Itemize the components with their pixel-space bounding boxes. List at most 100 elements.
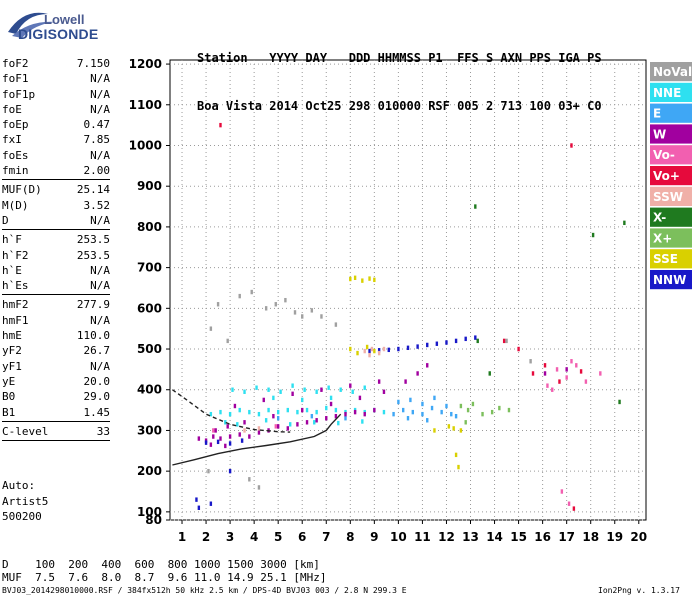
data-point [291,391,294,397]
x-ticks: 1 2 3 4 5 6 7 8 9 10 11 12 13 14 15 16 17 18 19 20 [178,520,647,544]
x-tick-label: 14 [486,530,503,544]
data-point [339,387,342,392]
data-point [464,336,467,342]
data-point [248,477,251,482]
plot-frame [169,59,647,521]
data-point [291,383,294,388]
data-point [289,422,292,427]
data-point [353,409,357,415]
data-point [579,369,583,374]
data-point [476,338,479,344]
series-W [197,363,568,449]
curve-profile [172,413,342,466]
x-tick-label: 6 [298,530,306,544]
data-point [575,363,578,368]
data-point [313,420,316,425]
legend: NoVal NNE EW Vo- Vo+ SSW X- X+ SSE NNW [650,62,692,290]
data-point [195,497,198,502]
data-point [507,407,511,413]
y-tick-label: 80 [145,513,162,527]
data-point [599,371,602,376]
logo-line1: Lowell [44,12,85,27]
data-point [570,359,573,364]
data-point [382,346,386,352]
data-point [320,314,323,319]
data-point [401,407,405,413]
data-point [267,387,270,392]
param-name: hmF2 [2,298,29,312]
data-point [272,413,275,419]
data-point [315,409,318,415]
data-point [433,395,436,401]
param-name: D [2,213,9,227]
footer-file-info: BVJ03_2014298010000.RSF / 384fx512h 50 k… [2,586,407,595]
x-tick-label: 8 [346,530,354,544]
legend-label: SSE [653,252,678,266]
y-tick-label: 1200 [129,57,162,71]
param-row: hmF1 N/A [2,313,110,328]
series-layer [195,122,626,511]
data-point [490,409,494,415]
data-point [454,338,458,344]
param-value: 20.0 [83,374,111,388]
param-value: 2.00 [83,164,111,178]
data-point [351,389,354,394]
data-point [474,204,477,209]
legend-swatch [650,103,692,123]
data-point [445,340,448,345]
data-point [454,413,458,419]
data-point [349,276,352,282]
param-row: MUF(D) 25.14 [2,182,110,197]
param-value: N/A [90,279,110,293]
data-point [365,344,369,350]
auto-line3: 500200 [2,510,42,523]
data-point [454,452,458,458]
param-row: foF1p N/A [2,87,110,102]
data-point [363,411,366,417]
x-tick-label: 13 [462,530,479,544]
data-point [212,428,215,433]
data-point [551,387,554,392]
param-value: N/A [90,102,110,116]
data-point [320,387,323,392]
data-point [303,387,306,392]
data-point [257,426,261,431]
grid [170,60,646,521]
digisonde-logo: Lowell DIGISONDE [4,6,154,42]
param-value: 110.0 [76,329,110,343]
auto-line1: Auto: [2,479,36,492]
data-point [370,346,374,352]
param-row: fxI 7.85 [2,132,110,147]
param-separator [2,440,110,442]
x-tick-label: 1 [178,530,186,544]
data-point [264,418,268,423]
y-tick-label: 700 [137,261,162,275]
data-point [349,346,352,352]
param-value: N/A [90,359,110,373]
data-point [262,397,265,403]
param-row: C-level 33 [2,424,110,439]
legend-label: X+ [653,231,672,245]
param-value: 253.5 [76,248,110,262]
data-point [426,342,429,348]
param-name: foE [2,102,22,116]
data-point [373,348,376,354]
data-point [344,411,347,417]
param-name: h`Es [2,279,29,293]
data-point [373,277,376,283]
logo-swoosh-icon [8,12,56,38]
param-value: N/A [90,213,110,227]
legend-swatch [650,186,692,206]
data-point [327,385,330,390]
data-point [426,363,429,368]
param-row: foEp 0.47 [2,117,110,132]
data-point [325,405,328,411]
header-row2: Boa Vista 2014 Oct25 298 010000 RSF 005 … [197,99,602,113]
data-point [228,468,232,474]
data-point [228,434,232,439]
data-point [325,416,328,421]
param-row: B1 1.45 [2,405,110,420]
data-point [296,409,299,415]
param-row: B0 29.0 [2,389,110,404]
series-SSW [243,346,386,433]
